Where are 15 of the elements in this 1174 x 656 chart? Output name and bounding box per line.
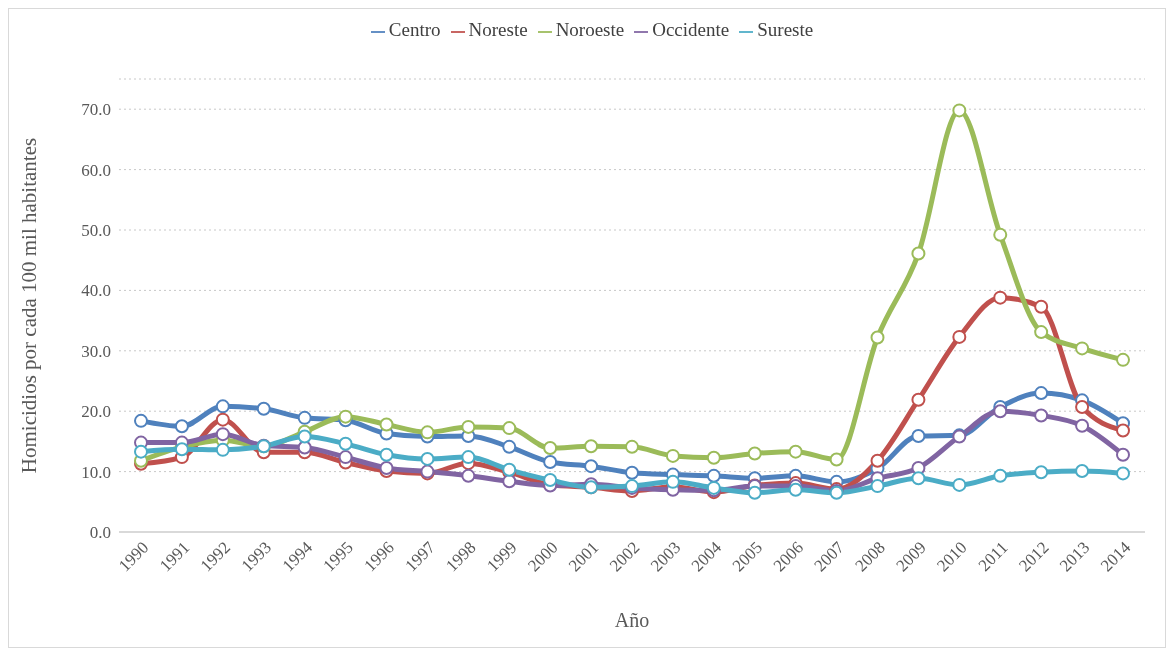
legend-label: Centro (388, 19, 441, 40)
y-tick-label: 70.0 (81, 100, 111, 120)
legend-label: Noreste (468, 19, 528, 40)
y-tick-label: 40.0 (81, 281, 111, 301)
y-tick-label: 0.0 (89, 523, 111, 543)
y-tick-label: 20.0 (81, 402, 111, 422)
legend-label: Occidente (652, 19, 730, 40)
y-tick-label: 10.0 (81, 462, 111, 482)
x-axis-title: Año (614, 609, 650, 631)
legend-label: Sureste (757, 19, 814, 40)
legend-label: Noroeste (555, 19, 625, 40)
y-axis-title: Homicidios por cada 100 mil habitantes (17, 137, 42, 474)
y-tick-label: 60.0 (81, 160, 111, 180)
y-tick-label: 30.0 (81, 341, 111, 361)
y-tick-label: 50.0 (81, 221, 111, 241)
